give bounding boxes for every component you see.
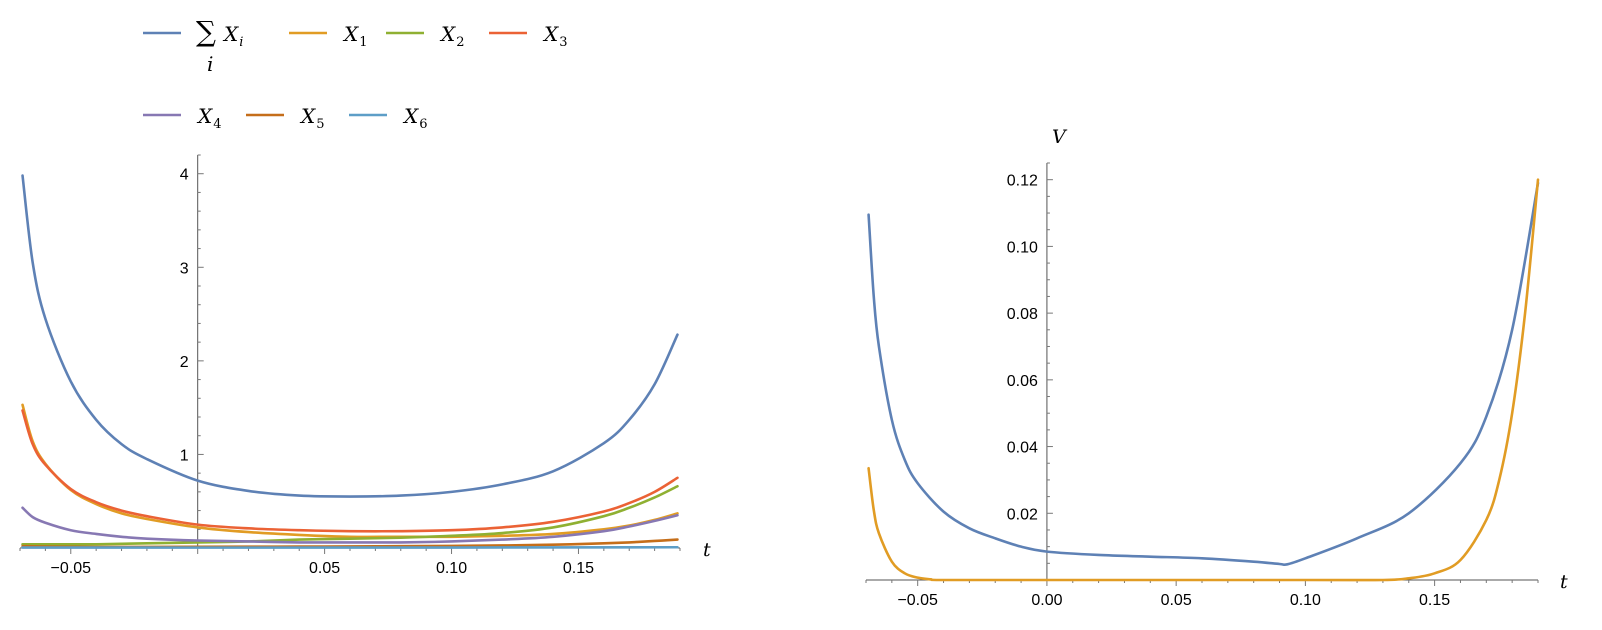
series-line-ixi bbox=[21, 174, 679, 498]
right-chart: −0.05 0.00 0.05 0.10 0.15 0.02 0.04 0.06 0.08 0.1… bbox=[865, 126, 1568, 609]
x-tick-label: 0.00 bbox=[1031, 592, 1062, 609]
left-chart: −0.05 0.05 0.10 0.15 1 2 3 4 t bbox=[19, 154, 711, 577]
x-tick-label: −0.05 bbox=[897, 592, 938, 609]
x-tick-label: 0.10 bbox=[1290, 592, 1321, 609]
y-tick-label: 2 bbox=[180, 354, 189, 371]
x-tick-label: 0.15 bbox=[563, 560, 594, 577]
y-tick-label: 0.06 bbox=[1007, 373, 1038, 390]
y-tick-label: 0.08 bbox=[1007, 306, 1038, 323]
x-axis-label: t bbox=[703, 539, 711, 561]
x-tick-label: 0.15 bbox=[1419, 592, 1450, 609]
x-tick-label: 0.10 bbox=[436, 560, 467, 577]
x-tick-label: 0.05 bbox=[1161, 592, 1192, 609]
legend-label: X5 bbox=[299, 104, 325, 132]
x-axis-label: t bbox=[1560, 571, 1568, 593]
y-tick-label: 1 bbox=[180, 447, 189, 464]
series-line-x4 bbox=[21, 506, 679, 544]
legend-sum-index: i bbox=[207, 52, 213, 76]
y-tick-label: 0.04 bbox=[1007, 440, 1038, 457]
series-line-0 bbox=[867, 181, 1540, 567]
legend-label: X4 bbox=[196, 104, 222, 132]
y-tick-label: 3 bbox=[180, 260, 189, 277]
x-tick-label: 0.05 bbox=[309, 560, 340, 577]
legend-label: X3 bbox=[542, 22, 568, 50]
legend-label: X1 bbox=[342, 22, 368, 50]
x-tick-label: −0.05 bbox=[51, 560, 92, 577]
legend-label: ∑ Xi bbox=[196, 15, 243, 50]
legend: ∑ Xii X1 X2 X3 X4 X5 X6 bbox=[143, 15, 568, 132]
legend-label: X6 bbox=[402, 104, 428, 132]
series-line-1 bbox=[867, 178, 1540, 582]
series-line-x3 bbox=[21, 409, 679, 533]
y-tick-label: 0.02 bbox=[1007, 506, 1038, 523]
y-axis-label: V bbox=[1052, 126, 1068, 148]
y-tick-label: 4 bbox=[180, 167, 189, 184]
series-line-x2 bbox=[21, 484, 679, 546]
y-tick-label: 0.12 bbox=[1007, 173, 1038, 190]
y-tick-label: 0.10 bbox=[1007, 239, 1038, 256]
legend-label: X2 bbox=[439, 22, 465, 50]
